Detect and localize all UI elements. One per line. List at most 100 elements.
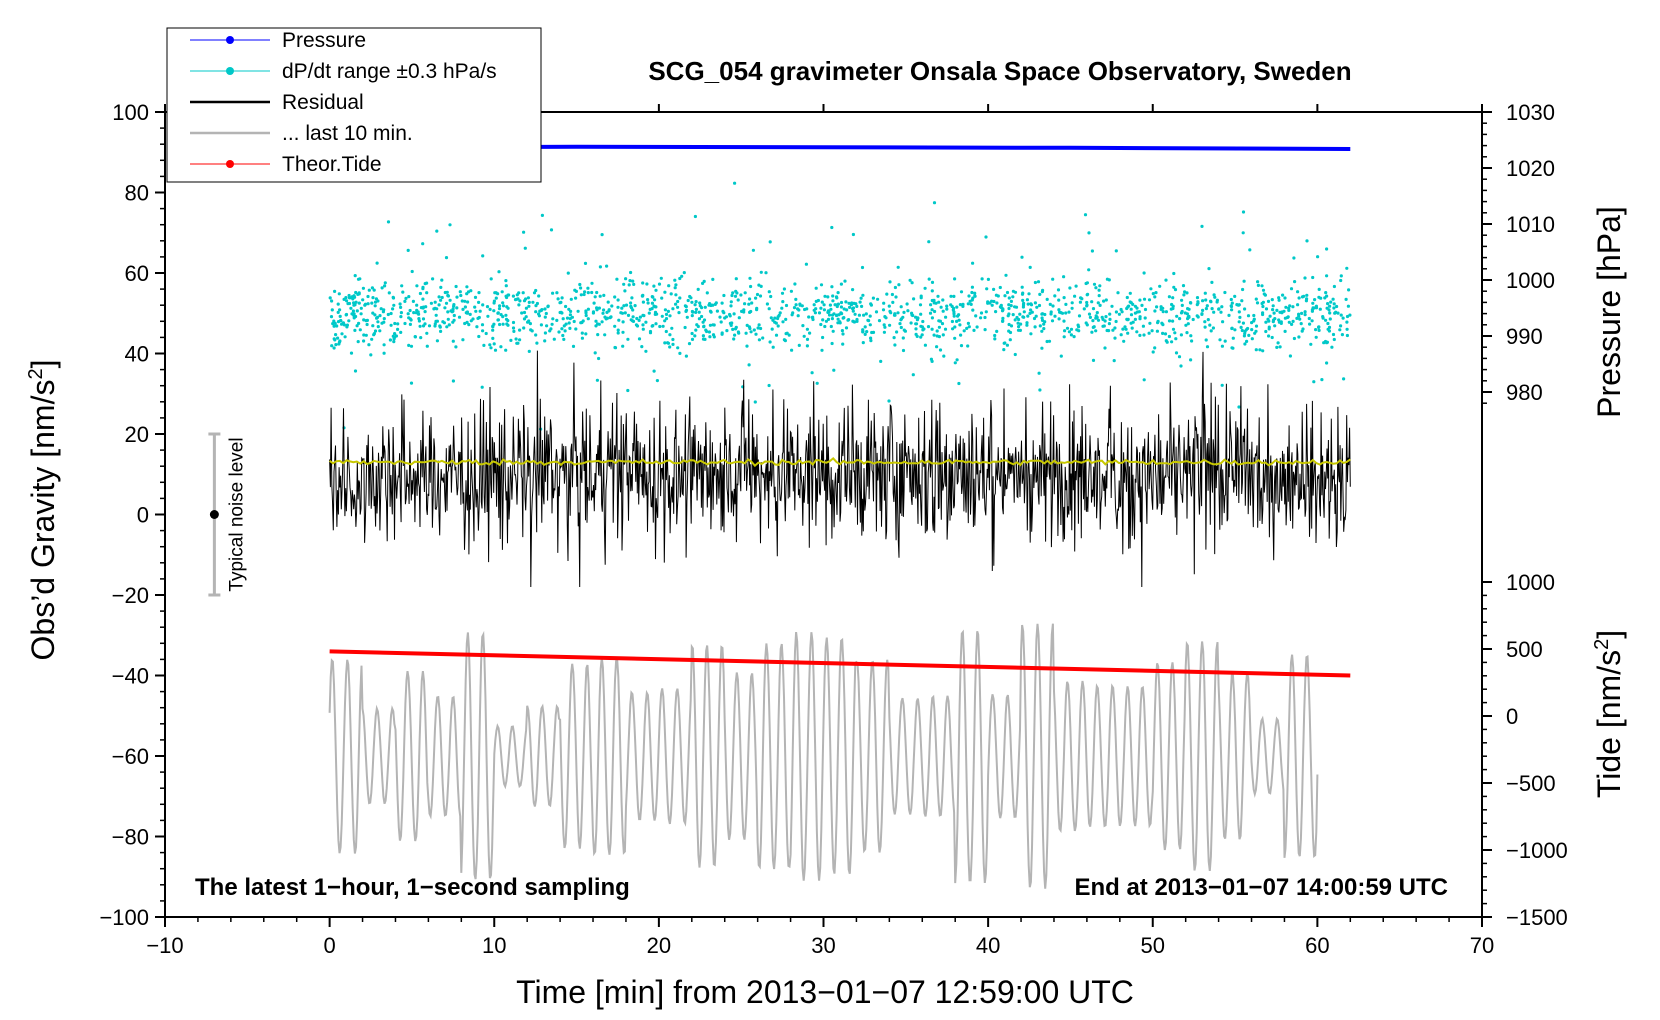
dpdt-point: [434, 313, 438, 317]
dpdt-point: [777, 313, 781, 317]
dpdt-point: [1322, 341, 1326, 345]
dpdt-point: [1121, 327, 1125, 331]
dpdt-point: [794, 297, 798, 301]
x-tick-label: −10: [146, 933, 183, 958]
dpdt-point: [834, 295, 839, 299]
dpdt-point: [1098, 284, 1102, 288]
dpdt-point: [893, 285, 898, 290]
dpdt-point: [745, 344, 749, 348]
dpdt-point: [1108, 312, 1112, 316]
dpdt-point: [992, 287, 996, 291]
dpdt-point: [509, 338, 513, 342]
dpdt-point: [975, 325, 979, 329]
y-tide-axis-title-base: Tide [nm/s: [1591, 650, 1627, 798]
dpdt-point: [983, 315, 987, 320]
dpdt-point: [478, 309, 482, 313]
dpdt-point: [608, 316, 612, 320]
dpdt-point: [958, 303, 963, 307]
dpdt-point: [654, 288, 658, 292]
dpdt-point: [693, 214, 698, 219]
dpdt-point: [810, 371, 814, 375]
dpdt-point: [1339, 274, 1343, 278]
dpdt-point: [432, 307, 436, 311]
dpdt-point: [1085, 303, 1089, 307]
dpdt-point: [893, 312, 897, 316]
dpdt-point: [535, 341, 539, 345]
dpdt-point: [523, 246, 527, 250]
dpdt-point: [868, 323, 872, 327]
dpdt-point: [623, 289, 627, 293]
dpdt-point: [1057, 317, 1061, 321]
dpdt-point: [1327, 325, 1332, 329]
dpdt-point: [1004, 273, 1008, 277]
dpdt-point: [1242, 334, 1246, 338]
dpdt-point: [767, 307, 771, 311]
dpdt-point: [708, 323, 713, 327]
dpdt-point: [1033, 325, 1037, 329]
dpdt-point: [616, 305, 620, 309]
dpdt-point: [1184, 323, 1188, 327]
dpdt-point: [425, 331, 429, 335]
dpdt-point: [1171, 327, 1176, 331]
dpdt-point: [644, 349, 648, 353]
dpdt-point: [1084, 321, 1088, 325]
dpdt-point: [952, 294, 956, 298]
dpdt-point: [816, 298, 821, 303]
dpdt-point: [966, 321, 971, 325]
dpdt-point: [1001, 308, 1005, 312]
dpdt-point: [857, 313, 862, 317]
dpdt-point: [1035, 305, 1039, 309]
dpdt-point: [1297, 296, 1301, 300]
dpdt-point: [958, 323, 962, 327]
dpdt-point: [847, 318, 851, 322]
dpdt-point: [357, 321, 361, 325]
y-left-tick-label: 20: [125, 422, 149, 447]
legend-dot: [226, 67, 234, 75]
dpdt-point: [1203, 320, 1207, 324]
dpdt-point: [1007, 329, 1011, 333]
dpdt-point: [465, 310, 469, 314]
dpdt-point: [919, 294, 923, 298]
dpdt-point: [690, 314, 694, 318]
dpdt-point: [1104, 298, 1108, 302]
dpdt-point: [953, 336, 957, 340]
dpdt-point: [1062, 319, 1066, 323]
dpdt-point: [962, 329, 966, 333]
dpdt-point: [847, 301, 851, 305]
dpdt-point: [1104, 315, 1108, 319]
dpdt-point: [1068, 286, 1072, 290]
x-tick-label: 60: [1305, 933, 1329, 958]
dpdt-point: [813, 311, 818, 315]
dpdt-point: [787, 333, 791, 337]
dpdt-point: [667, 284, 671, 288]
dpdt-point: [1218, 338, 1222, 342]
dpdt-point: [654, 322, 658, 326]
dpdt-point: [1245, 339, 1249, 343]
dpdt-point: [497, 270, 501, 274]
x-tick-label: 30: [811, 933, 835, 958]
dpdt-point: [1150, 329, 1154, 333]
dpdt-point: [690, 300, 694, 304]
dpdt-point: [756, 326, 760, 330]
dpdt-point: [1073, 294, 1077, 298]
dpdt-point: [1347, 288, 1351, 292]
dpdt-point: [831, 294, 835, 298]
dpdt-point: [347, 296, 352, 300]
dpdt-point: [376, 299, 380, 303]
dpdt-point: [349, 351, 354, 355]
dpdt-point: [1241, 321, 1245, 325]
dpdt-point: [1277, 296, 1281, 300]
dpdt-point: [915, 334, 919, 338]
dpdt-point: [930, 280, 935, 284]
dpdt-point: [733, 294, 738, 298]
dpdt-point: [819, 283, 824, 287]
dpdt-point: [1332, 302, 1336, 306]
dpdt-point: [905, 302, 909, 306]
dpdt-point: [546, 305, 550, 309]
dpdt-point: [1288, 304, 1292, 308]
dpdt-point: [396, 322, 400, 326]
dpdt-point: [782, 287, 787, 291]
dpdt-point: [620, 306, 624, 310]
dpdt-point: [1092, 282, 1097, 286]
dpdt-point: [389, 323, 393, 327]
